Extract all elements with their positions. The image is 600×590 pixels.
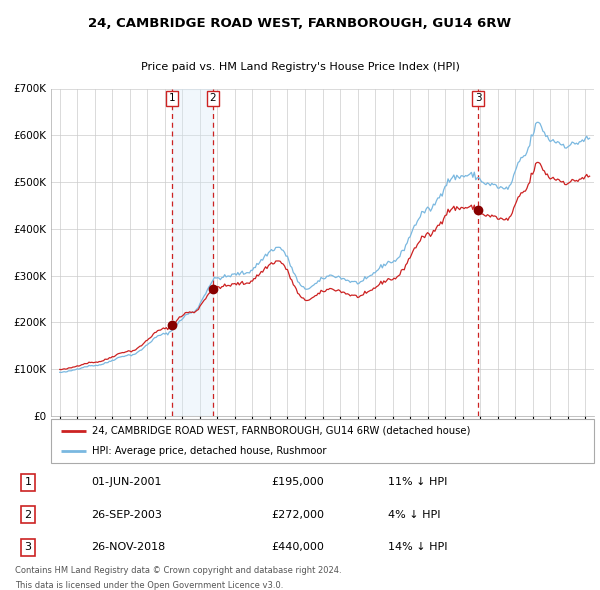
Text: This data is licensed under the Open Government Licence v3.0.: This data is licensed under the Open Gov…	[16, 581, 284, 590]
Text: 26-NOV-2018: 26-NOV-2018	[91, 542, 165, 552]
Text: HPI: Average price, detached house, Rushmoor: HPI: Average price, detached house, Rush…	[92, 446, 326, 456]
Text: 1: 1	[25, 477, 32, 487]
Text: 3: 3	[25, 542, 32, 552]
Text: 4% ↓ HPI: 4% ↓ HPI	[388, 510, 440, 520]
Text: 24, CAMBRIDGE ROAD WEST, FARNBOROUGH, GU14 6RW (detached house): 24, CAMBRIDGE ROAD WEST, FARNBOROUGH, GU…	[92, 426, 470, 436]
Text: 01-JUN-2001: 01-JUN-2001	[91, 477, 161, 487]
Text: 2: 2	[25, 510, 32, 520]
Text: 26-SEP-2003: 26-SEP-2003	[91, 510, 162, 520]
Text: 2: 2	[209, 93, 216, 103]
Text: £272,000: £272,000	[271, 510, 325, 520]
Text: £195,000: £195,000	[271, 477, 324, 487]
Text: 11% ↓ HPI: 11% ↓ HPI	[388, 477, 447, 487]
Text: 3: 3	[475, 93, 482, 103]
Text: £440,000: £440,000	[271, 542, 324, 552]
Text: Contains HM Land Registry data © Crown copyright and database right 2024.: Contains HM Land Registry data © Crown c…	[16, 566, 342, 575]
Text: 14% ↓ HPI: 14% ↓ HPI	[388, 542, 447, 552]
Text: 24, CAMBRIDGE ROAD WEST, FARNBOROUGH, GU14 6RW: 24, CAMBRIDGE ROAD WEST, FARNBOROUGH, GU…	[88, 18, 512, 31]
Text: Price paid vs. HM Land Registry's House Price Index (HPI): Price paid vs. HM Land Registry's House …	[140, 62, 460, 72]
Bar	[172, 88, 213, 416]
Text: 1: 1	[169, 93, 175, 103]
